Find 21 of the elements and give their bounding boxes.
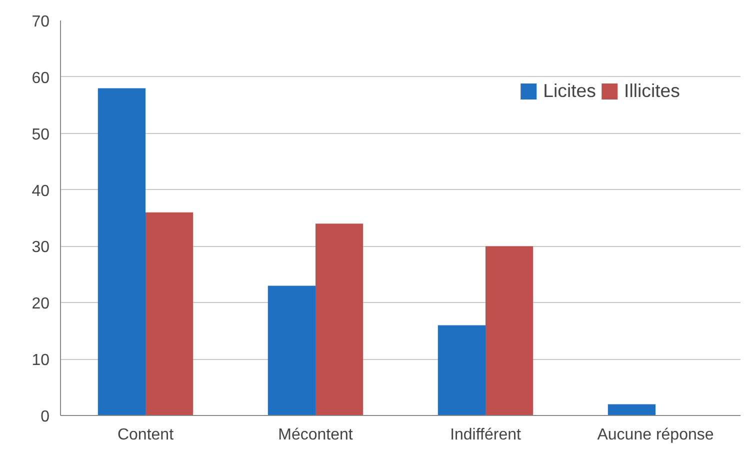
y-tick-label: 30 xyxy=(32,239,50,256)
x-tick-label: Content xyxy=(117,426,174,444)
y-tick-label: 0 xyxy=(40,408,50,426)
bar xyxy=(146,212,194,416)
bar xyxy=(98,88,146,416)
y-tick-label: 50 xyxy=(32,126,50,144)
y-tick-label: 20 xyxy=(32,296,50,313)
bar xyxy=(316,224,364,416)
x-tick-label: Indifférent xyxy=(450,426,522,444)
y-tick-label: 10 xyxy=(32,352,50,370)
x-tick-label: Mécontent xyxy=(278,426,354,444)
legend-label: Illicites xyxy=(624,80,680,102)
x-tick-label: Aucune réponse xyxy=(597,426,714,444)
y-tick-label: 70 xyxy=(32,14,50,30)
legend-label: Licites xyxy=(543,80,596,102)
y-tick-label: 40 xyxy=(32,182,50,200)
bar xyxy=(486,246,534,416)
y-tick-label: 60 xyxy=(32,70,50,87)
bar xyxy=(608,404,656,416)
bar xyxy=(268,286,316,416)
bar xyxy=(438,325,486,416)
